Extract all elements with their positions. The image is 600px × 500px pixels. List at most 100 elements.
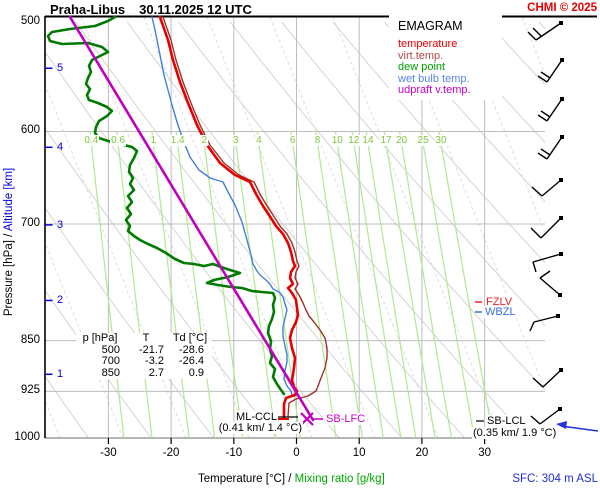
altitude-tick-label: 3 xyxy=(57,218,64,231)
pressure-tick-label: 925 xyxy=(20,384,40,397)
temp-tick-label: 30 xyxy=(478,447,491,459)
wind-barb-feather xyxy=(532,27,542,37)
wind-barb-dot xyxy=(559,252,563,256)
pressure-tick-label: 700 xyxy=(20,217,40,230)
temp-tick-label: -20 xyxy=(162,447,180,459)
ml-ccl-detail-label: (0.41 km/ 1.4 °C) xyxy=(217,422,303,434)
mixing-ratio-label: 1.4 xyxy=(169,135,186,146)
curve-virt-temp xyxy=(162,16,328,418)
mixing-ratio-line xyxy=(383,131,436,438)
wind-barb-feather xyxy=(527,31,537,41)
wind-barb-dot xyxy=(559,368,563,372)
pressure-tick-label: 600 xyxy=(20,124,40,137)
mixing-ratio-label: 30 xyxy=(434,135,448,146)
wind-barb-feather xyxy=(540,110,551,118)
legend-title: EMAGRAM xyxy=(398,19,463,33)
altitude-tick-label: 4 xyxy=(57,141,64,154)
wind-barb-staff xyxy=(546,59,563,83)
wind-barb xyxy=(527,21,563,41)
mixing-ratio-line xyxy=(151,131,190,438)
ml-ccl-label: ML-CCL xyxy=(235,411,278,423)
mixing-ratio-line xyxy=(233,131,277,438)
mixing-ratio-label: 0.6 xyxy=(110,135,127,146)
table-header-cell: T xyxy=(142,332,150,344)
table-cell: 700 xyxy=(101,355,120,367)
wind-barb xyxy=(537,135,564,160)
wind-barb-feather xyxy=(529,321,535,332)
legend-item: udpraft v.temp. xyxy=(398,84,471,96)
table-cell: 0.9 xyxy=(188,366,204,379)
curve-updraft-v-temp xyxy=(68,15,315,422)
mixing-ratio-line xyxy=(420,131,475,438)
dry-adiabat-line xyxy=(45,206,215,438)
mixing-ratio-line xyxy=(365,131,417,438)
wind-barb-staff xyxy=(541,179,562,197)
wind-barb-dot xyxy=(558,293,562,297)
y-axis-title: Pressure [hPa] / Altitude [km] xyxy=(3,168,15,316)
mixing-ratio-line xyxy=(315,131,364,438)
curve-wet-bulb xyxy=(151,16,293,396)
wind-barb-feather xyxy=(537,152,548,160)
wind-barb-feather xyxy=(537,75,548,83)
wind-barb xyxy=(537,97,564,122)
pressure-tick-label: 850 xyxy=(20,333,40,346)
mixing-ratio-line xyxy=(116,131,153,438)
table-cell: -28.6 xyxy=(178,343,204,356)
table-cell: -21.7 xyxy=(138,343,164,356)
mixing-ratio-line xyxy=(438,131,495,438)
pressure-axis-label: Pressure [hPa] xyxy=(3,240,15,317)
wind-barb-feather xyxy=(540,71,551,79)
dry-adiabat-line xyxy=(281,21,545,327)
mixing-ratio-line xyxy=(290,131,337,438)
sounding-datetime: 30.11.2025 12 UTC xyxy=(139,2,252,17)
dry-adiabat-line xyxy=(590,22,600,438)
pressure-tick-label: 1000 xyxy=(14,431,40,444)
wind-barb-dot xyxy=(559,216,563,220)
wind-barb-feather xyxy=(530,227,542,239)
legend-item: wet bulb temp. xyxy=(398,72,470,85)
wind-barb-feather xyxy=(537,114,548,122)
altitude-tick-label: 5 xyxy=(57,62,64,75)
wind-barb-dot xyxy=(556,314,560,318)
wind-barb-staff xyxy=(535,22,562,41)
wind-barb-dot xyxy=(560,135,564,139)
legend-item: dew point xyxy=(398,61,446,73)
wind-barb-dot xyxy=(559,21,563,25)
temp-tick-label: 0 xyxy=(293,447,300,459)
legend-item: temperature xyxy=(398,38,458,50)
legend-box: EMAGRAM temperature virt.temp. dew point we… xyxy=(389,15,502,100)
mixing-ratio-line xyxy=(399,131,453,438)
dry-adiabat-line xyxy=(435,21,545,144)
wet-bulb-zero-label: WBZL xyxy=(484,306,517,318)
wind-barb-staff xyxy=(533,315,559,323)
mixing-ratio-label: 3 xyxy=(231,135,240,146)
x-axis-separator: / xyxy=(285,473,295,485)
mixing-ratio-label: 14 xyxy=(361,135,375,146)
temp-tick-label: -30 xyxy=(100,447,117,459)
wind-barb-feather xyxy=(540,148,551,156)
mixing-ratio-line xyxy=(351,131,402,438)
wind-barb xyxy=(532,252,563,273)
mixing-ratio-label: 6 xyxy=(288,135,297,146)
table-cell: 500 xyxy=(101,343,120,356)
curve-dew-point xyxy=(46,15,286,396)
x-axis-title: Temperature [°C] / Mixing ratio [g/kg] xyxy=(198,473,385,485)
wind-barb-staff xyxy=(542,369,562,388)
mixing-ratio-label: 8 xyxy=(313,135,322,146)
pressure-tick-label: 500 xyxy=(20,15,40,27)
mixing-ratio-label: 2 xyxy=(200,135,209,146)
mixing-ratio-line xyxy=(202,131,244,438)
mixing-ratio-label: 17 xyxy=(379,135,393,146)
mixing-ratio-label: 1 xyxy=(149,135,158,146)
wind-barb xyxy=(530,216,563,239)
wind-barb-feather xyxy=(530,415,541,425)
mixing-ratio-axis-label: Mixing ratio [g/kg] xyxy=(294,473,385,485)
wind-barb-dot xyxy=(559,178,563,182)
mixing-ratio-line xyxy=(334,131,384,438)
temperature-axis-label: Temperature [°C] xyxy=(198,473,286,485)
dry-adiabat-line xyxy=(45,289,152,438)
moist-adiabat-line xyxy=(585,17,600,438)
wind-barb xyxy=(539,270,562,297)
wind-barb-staff xyxy=(539,277,561,296)
